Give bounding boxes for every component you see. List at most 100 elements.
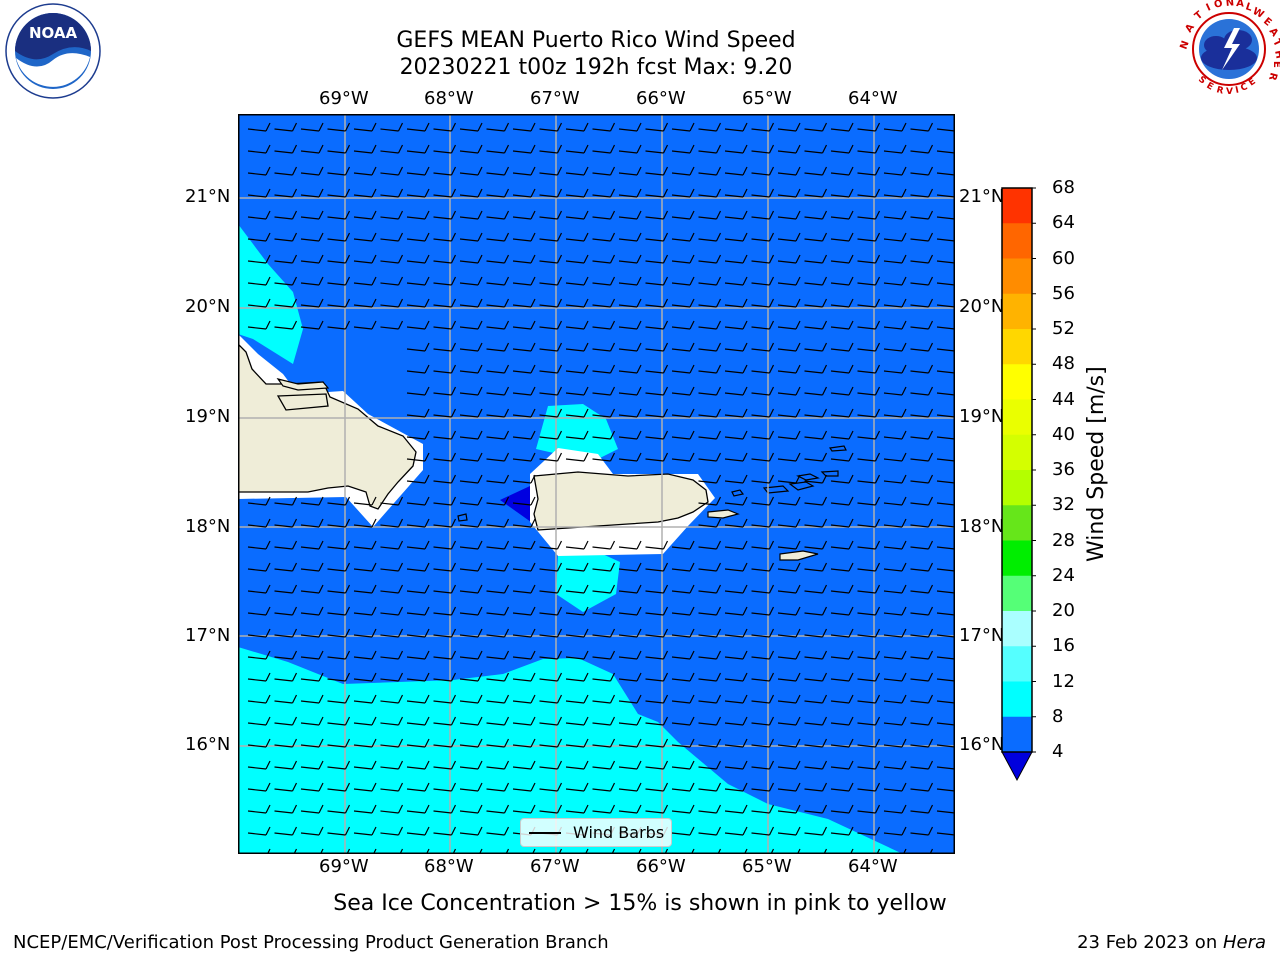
wind-barb [247, 804, 271, 814]
wind-barb [883, 760, 907, 770]
wind-barb [486, 364, 510, 374]
wind-barb [698, 628, 722, 638]
wind-barb [883, 540, 907, 550]
land-virgin-islands [796, 473, 820, 481]
wind-barb [618, 320, 642, 330]
wind-barb [804, 166, 828, 176]
wind-barb [936, 502, 955, 506]
wind-barb [724, 232, 748, 242]
wind-barb [830, 650, 854, 660]
wind-barb [830, 430, 854, 440]
colorbar-tick-label: 16 [1052, 635, 1075, 657]
wind-barb [936, 370, 955, 374]
wind-barb [910, 716, 934, 726]
wind-barb [645, 738, 669, 748]
wind-barb [883, 826, 907, 836]
wind-barb [751, 342, 775, 352]
wind-barb [724, 474, 748, 484]
wind-barb [724, 694, 748, 704]
wind-barb [751, 364, 775, 374]
wind-barb [327, 166, 351, 176]
wind-barb [512, 342, 536, 352]
wind-barb [936, 634, 955, 638]
wind-barb [300, 496, 324, 506]
colorbar-band [1002, 681, 1032, 718]
wind-barb [247, 650, 271, 660]
wind-barb [777, 782, 801, 792]
wind-barbs-field [247, 122, 955, 854]
wind-barb [459, 144, 483, 154]
wind-barb [645, 232, 669, 242]
land-hispaniola [276, 393, 329, 411]
wind-barb [486, 562, 510, 572]
wind-barb [486, 540, 510, 550]
wind-barb [751, 562, 775, 572]
wind-barb [459, 188, 483, 198]
wind-barb [724, 298, 748, 308]
wind-barb [327, 628, 351, 638]
wind-barb [433, 386, 457, 396]
wind-barb [671, 386, 695, 396]
wind-barb [565, 210, 589, 220]
wind-barb [671, 122, 695, 132]
wind-barb [830, 232, 854, 242]
wind-barb [486, 232, 510, 242]
wind-barb [698, 122, 722, 132]
wind-barb [910, 584, 934, 594]
svg-text:I: I [1235, 85, 1240, 95]
wind-barb [751, 804, 775, 814]
wind-barb [565, 804, 589, 814]
lon-tick-bottom: 65°W [742, 856, 792, 877]
wind-barb [751, 518, 775, 528]
wind-barb [433, 518, 457, 528]
wind-barb [565, 606, 589, 616]
wind-barb [724, 606, 748, 616]
lon-tick-top: 66°W [636, 88, 686, 109]
land-anegada [828, 445, 847, 452]
wind-barb [592, 584, 616, 594]
wind-barb [565, 364, 589, 374]
wind-barb [380, 298, 404, 308]
wind-barb [645, 650, 669, 660]
wind-barb [300, 562, 324, 572]
wind-barb [618, 166, 642, 176]
footer-left: NCEP/EMC/Verification Post Processing Pr… [13, 932, 609, 953]
wind-barb [671, 782, 695, 792]
wind-barb [936, 392, 955, 396]
wind-barb [724, 210, 748, 220]
wind-barb [883, 408, 907, 418]
wind-barb [380, 782, 404, 792]
wind-barb [300, 122, 324, 132]
wind-barb [459, 738, 483, 748]
wind-barb [433, 430, 457, 440]
wind-barb [459, 364, 483, 374]
wind-barb [539, 694, 563, 704]
wind-barb [910, 166, 934, 176]
wind-barb [724, 826, 748, 836]
wind-barb [618, 804, 642, 814]
wind-barb [698, 782, 722, 792]
wind-barb [486, 320, 510, 330]
wind-barb [565, 298, 589, 308]
wind-barb [327, 276, 351, 286]
wind-barb [459, 210, 483, 220]
wind-barb [300, 650, 324, 660]
wind-barb [777, 584, 801, 594]
wind-barb [883, 210, 907, 220]
wind-barb [433, 716, 457, 726]
wind-barb [671, 760, 695, 770]
wind-barb [724, 650, 748, 660]
wind-barb [406, 496, 430, 506]
wind-barb [486, 694, 510, 704]
wind-barb [698, 518, 722, 528]
wind-barb [353, 144, 377, 154]
wind-barb [592, 364, 616, 374]
wind-barb [698, 408, 722, 418]
wind-barb [857, 166, 881, 176]
wind-barb [645, 606, 669, 616]
wind-barb [539, 276, 563, 286]
wind-barb [751, 166, 775, 176]
wind-barb [459, 518, 483, 528]
wind-barb [936, 480, 955, 484]
wind-barb [936, 590, 955, 594]
